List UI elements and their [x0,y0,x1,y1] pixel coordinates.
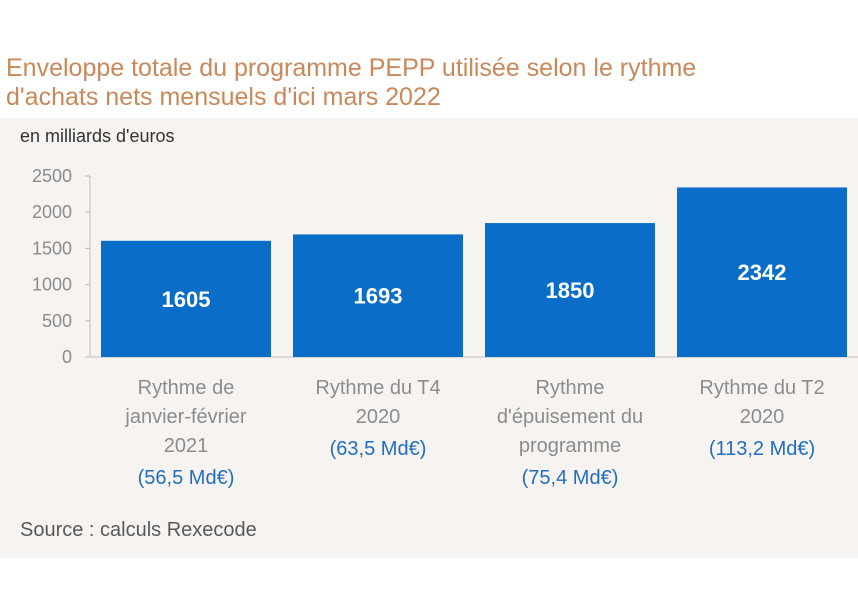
x-category-label: d'épuisement du [497,406,643,428]
x-category-amount: (63,5 Md€) [330,438,427,460]
x-category-label: 2020 [356,406,401,428]
chart-title: Enveloppe totale du programme PEPP utili… [6,54,846,112]
bar [101,240,271,357]
bar-value-label: 2342 [738,260,787,285]
x-category-label: Rythme du T2 [699,377,824,399]
unit-label: en milliards d'euros [20,126,175,146]
y-tick-label: 500 [42,311,72,331]
bar [293,234,463,357]
bar [485,223,655,357]
x-category-amount: (56,5 Md€) [138,467,235,489]
x-category-label: programme [519,435,621,457]
x-category-amount: (75,4 Md€) [522,467,619,489]
x-category-amount: (113,2 Md€) [709,438,815,460]
y-tick-label: 1000 [32,275,72,295]
source-note: Source : calculs Rexecode [20,519,257,541]
bar-value-label: 1693 [354,284,403,309]
x-category-label: Rythme [536,377,605,399]
y-tick-label: 2500 [32,166,72,186]
x-category-label: Rythme du T4 [315,377,440,399]
chart-title-line-1: Enveloppe totale du programme PEPP utili… [6,54,697,82]
bar-value-label: 1605 [162,287,211,312]
bar [677,187,847,357]
y-tick-label: 0 [62,347,72,367]
chart-title-line-2: d'achats nets mensuels d'ici mars 2022 [6,83,441,111]
bar-value-label: 1850 [546,278,595,303]
y-tick-label: 1500 [32,238,72,258]
y-tick-label: 2000 [32,202,72,222]
x-category-label: janvier-février [124,406,246,428]
x-category-label: 2021 [164,435,209,457]
x-category-label: 2020 [740,406,785,428]
x-category-label: Rythme de [138,377,235,399]
